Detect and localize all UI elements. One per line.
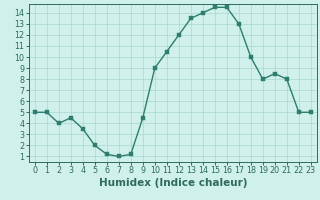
X-axis label: Humidex (Indice chaleur): Humidex (Indice chaleur) <box>99 178 247 188</box>
